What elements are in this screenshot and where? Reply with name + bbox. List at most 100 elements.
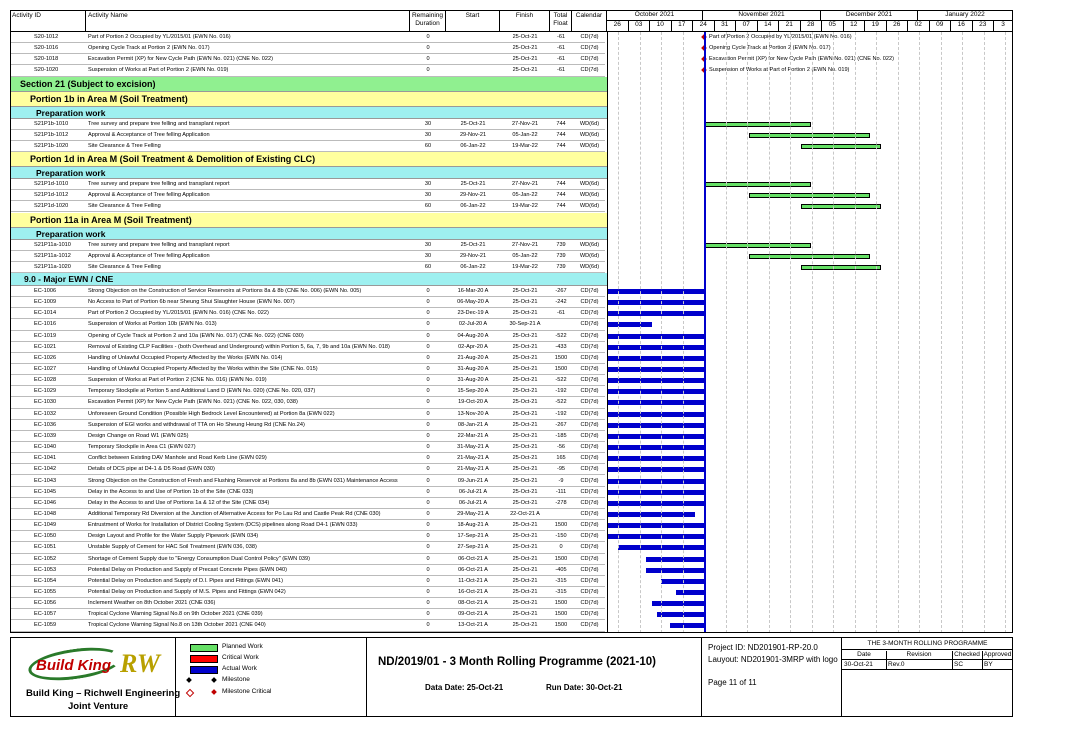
table-row[interactable]: EC-1046 Delay in the Access to and Use of… <box>10 498 605 509</box>
table-row[interactable]: S20-1018 Excavation Permit (XP) for New C… <box>10 54 605 66</box>
table-row[interactable]: EC-1056 Inclement Weather on 8th October … <box>10 598 605 610</box>
table-row[interactable]: EC-1021 Removal of Existing CLP Facilitie… <box>10 342 605 353</box>
table-row[interactable]: S20-1012 Part of Portion 2 Occupied by YL… <box>10 32 605 44</box>
timeline-divider <box>607 20 1013 21</box>
start-date: 21-May-21 A <box>457 455 489 462</box>
table-row[interactable]: EC-1009 No Access to Part of Portion 6b n… <box>10 297 605 309</box>
table-row[interactable]: EC-1029 Temporary Stockpile at Portion 5 … <box>10 386 605 398</box>
table-row[interactable]: EC-1027 Handling of Unlawful Occupied Pro… <box>10 364 605 376</box>
start-date: 18-Aug-21 A <box>457 522 489 529</box>
finish-date: 27-Nov-21 <box>511 181 539 188</box>
start-date: 22-Mar-21 A <box>457 432 489 439</box>
remaining-duration: 0 <box>426 310 430 317</box>
activity-id: S21P1b-1020 <box>34 142 69 149</box>
milestone-label: Opening Cycle Track at Portion 2 (EWN No… <box>709 45 831 52</box>
total-float: -56 <box>556 444 566 451</box>
start-date: 16-Oct-21 A <box>458 589 488 595</box>
header-finish: Finish <box>500 10 550 32</box>
activity-id: EC-1048 <box>34 510 57 517</box>
week-label: 07 <box>736 21 758 31</box>
activity-id: EC-1057 <box>34 611 57 618</box>
table-row[interactable]: EC-1053 Potential Delay on Production and… <box>10 565 605 576</box>
total-float: -61 <box>556 56 566 63</box>
page-number: Page 11 of 11 <box>708 678 757 687</box>
activity-name: Potential Delay on Production and Supply… <box>88 577 283 584</box>
logo-rw: RW <box>120 649 160 678</box>
rev-col-date: Date <box>842 651 887 669</box>
section-header: Portion 1b in Area M (Soil Treatment) <box>10 91 607 107</box>
table-row[interactable]: S21P1d-1020 Site Clearance & Tree Felling… <box>10 201 605 213</box>
finish-date: 25-Oct-21 <box>512 366 538 372</box>
table-row[interactable]: EC-1032 Unforeseen Ground Condition (Poss… <box>10 409 605 420</box>
calendar: CD(7d) <box>580 56 599 63</box>
planned-bar <box>749 193 871 199</box>
table-row[interactable]: EC-1050 Design Layout and Profile for the… <box>10 531 605 543</box>
table-row[interactable]: S21P1b-1020 Site Clearance & Tree Felling… <box>10 141 605 153</box>
activity-name: Excavation Permit (XP) for New Cycle Pat… <box>88 56 273 63</box>
week-label: 24 <box>693 21 715 31</box>
activity-name: Temporary Stockpile at Portion 5 and Add… <box>88 388 316 395</box>
report-title: ND/2019/01 - 3 Month Rolling Programme (… <box>378 656 656 668</box>
week-label: 21 <box>779 21 801 31</box>
activity-id: EC-1051 <box>34 544 57 551</box>
actual-bar <box>608 456 704 462</box>
remaining-duration: 30 <box>424 131 432 138</box>
table-row[interactable]: EC-1055 Potential Delay on Production and… <box>10 587 605 599</box>
table-row[interactable]: EC-1006 Strong Objection on the Construct… <box>10 286 605 298</box>
table-row[interactable]: EC-1019 Opening of Cycle Track at Portion… <box>10 331 605 342</box>
table-row[interactable]: EC-1040 Temporary Stockpile in Area C1 (E… <box>10 442 605 454</box>
activity-name: Approval & Acceptance of Tree felling Ap… <box>88 192 210 199</box>
remaining-duration: 0 <box>426 45 430 52</box>
table-row[interactable]: S20-1016 Opening Cycle Track at Portion 2… <box>10 43 605 55</box>
table-row[interactable]: S21P11a-1012 Approval & Acceptance of Tre… <box>10 251 605 262</box>
actual-bar <box>608 478 704 484</box>
calendar: CD(7d) <box>580 477 599 484</box>
milestone-label: Part of Portion 2 Occupied by YL/2015/01… <box>709 34 852 40</box>
table-row[interactable]: S21P11a-1010 Tree survey and prepare tree… <box>10 240 605 251</box>
table-row[interactable]: EC-1051 Unstable Supply of Cement for HAC… <box>10 542 605 554</box>
week-gridline <box>661 32 662 633</box>
activity-name: Site Clearance & Tree Felling <box>88 142 161 149</box>
table-row[interactable]: EC-1042 Details of DCS pipe at D4-1 & D5 … <box>10 464 605 476</box>
week-gridline <box>725 32 727 633</box>
total-float: -278 <box>555 499 567 506</box>
table-row[interactable]: EC-1048 Additional Temporary Rd Diversion… <box>10 509 605 521</box>
table-row[interactable]: EC-1049 Entrustment of Works for Installa… <box>10 520 605 532</box>
finish-date: 25-Oct-21 <box>512 611 538 618</box>
activity-name: Details of DCS pipe at D4-1 & D5 Road (E… <box>88 466 215 473</box>
total-float: -61 <box>556 34 566 40</box>
table-row[interactable]: EC-1041 Conflict between Existing DAV Man… <box>10 453 605 465</box>
table-row[interactable]: S21P1b-1010 Tree survey and prepare tree … <box>10 119 605 130</box>
total-float: -242 <box>555 299 567 306</box>
finish-date: 05-Jan-22 <box>512 131 538 138</box>
table-row[interactable]: EC-1043 Strong Objection on the Construct… <box>10 476 605 487</box>
table-row[interactable]: S21P1b-1012 Approval & Acceptance of Tree… <box>10 130 605 141</box>
week-label: 26 <box>887 21 908 31</box>
table-row[interactable]: EC-1036 Suspension of EGI works and withd… <box>10 420 605 431</box>
table-row[interactable]: S20-1020 Suspension of Works at Part of P… <box>10 65 605 77</box>
table-row[interactable]: S21P1d-1012 Approval & Acceptance of Tree… <box>10 190 605 202</box>
table-row[interactable]: EC-1052 Shortage of Cement Supply due to … <box>10 554 605 565</box>
table-row[interactable]: EC-1028 Suspension of Works at Part of Po… <box>10 375 605 387</box>
table-row[interactable]: S21P1d-1010 Tree survey and prepare tree … <box>10 179 605 191</box>
finish-date: 25-Oct-21 <box>512 499 538 506</box>
start-date: 16-Mar-20 A <box>457 287 489 294</box>
table-row[interactable]: EC-1014 Part of Portion 2 Occupied by YL/… <box>10 308 605 320</box>
table-row[interactable]: EC-1054 Potential Delay on Production and… <box>10 576 605 587</box>
table-row[interactable]: EC-1016 Suspension of Works at Portion 10… <box>10 319 605 331</box>
table-row[interactable]: EC-1057 Tropical Cyclone Warning Signal N… <box>10 609 605 621</box>
table-row[interactable]: EC-1045 Delay in the Access to and Use of… <box>10 487 605 498</box>
actual-bar <box>608 311 704 317</box>
calendar: WD(6d) <box>579 181 600 188</box>
finish-date: 25-Oct-21 <box>512 45 538 52</box>
finish-date: 25-Oct-21 <box>512 466 538 473</box>
table-row[interactable]: EC-1059 Tropical Cyclone Warning Signal N… <box>10 620 605 632</box>
table-row[interactable]: EC-1026 Handling of Unlawful Occupied Pro… <box>10 353 605 364</box>
calendar: WD(6d) <box>579 131 600 138</box>
table-row[interactable]: S21P11a-1020 Site Clearance & Tree Fellin… <box>10 262 605 273</box>
total-float: -267 <box>555 287 567 294</box>
finish-date: 19-Mar-22 <box>512 203 538 210</box>
calendar: CD(7d) <box>580 444 599 451</box>
table-row[interactable]: EC-1039 Design Change on Road W1 (EWN 025… <box>10 431 605 443</box>
table-row[interactable]: EC-1030 Excavation Permit (XP) for New Cy… <box>10 397 605 409</box>
